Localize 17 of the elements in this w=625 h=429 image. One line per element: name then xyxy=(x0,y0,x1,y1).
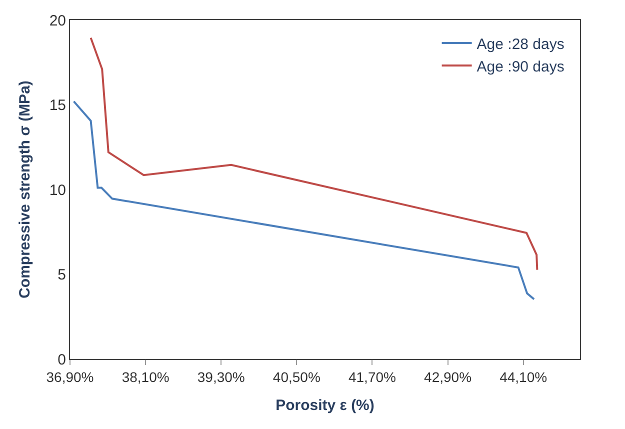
x-tick-label: 39,30% xyxy=(197,368,245,385)
y-axis-title: Compressive strength σ (MPa) xyxy=(16,80,34,298)
y-tick-label: 20 xyxy=(49,12,66,30)
x-tick-label: 44,10% xyxy=(500,368,548,385)
y-tick-label: 5 xyxy=(58,266,66,284)
line-series xyxy=(72,100,536,300)
x-tick-label: 40,50% xyxy=(272,368,320,385)
y-tick-label: 15 xyxy=(49,97,66,114)
x-tick-label: 41,70% xyxy=(348,368,396,385)
x-tick-label: 42,90% xyxy=(424,368,472,385)
y-tick-label: 0 xyxy=(58,351,66,368)
x-tick-label: 36,90% xyxy=(46,368,94,385)
y-tick-label: 10 xyxy=(49,182,66,199)
legend-label: Age :90 days xyxy=(476,58,564,76)
x-tick-label: 38,10% xyxy=(122,368,170,385)
x-axis-title: Porosity ε (%) xyxy=(276,396,374,414)
legend-label: Age :28 days xyxy=(476,36,564,53)
